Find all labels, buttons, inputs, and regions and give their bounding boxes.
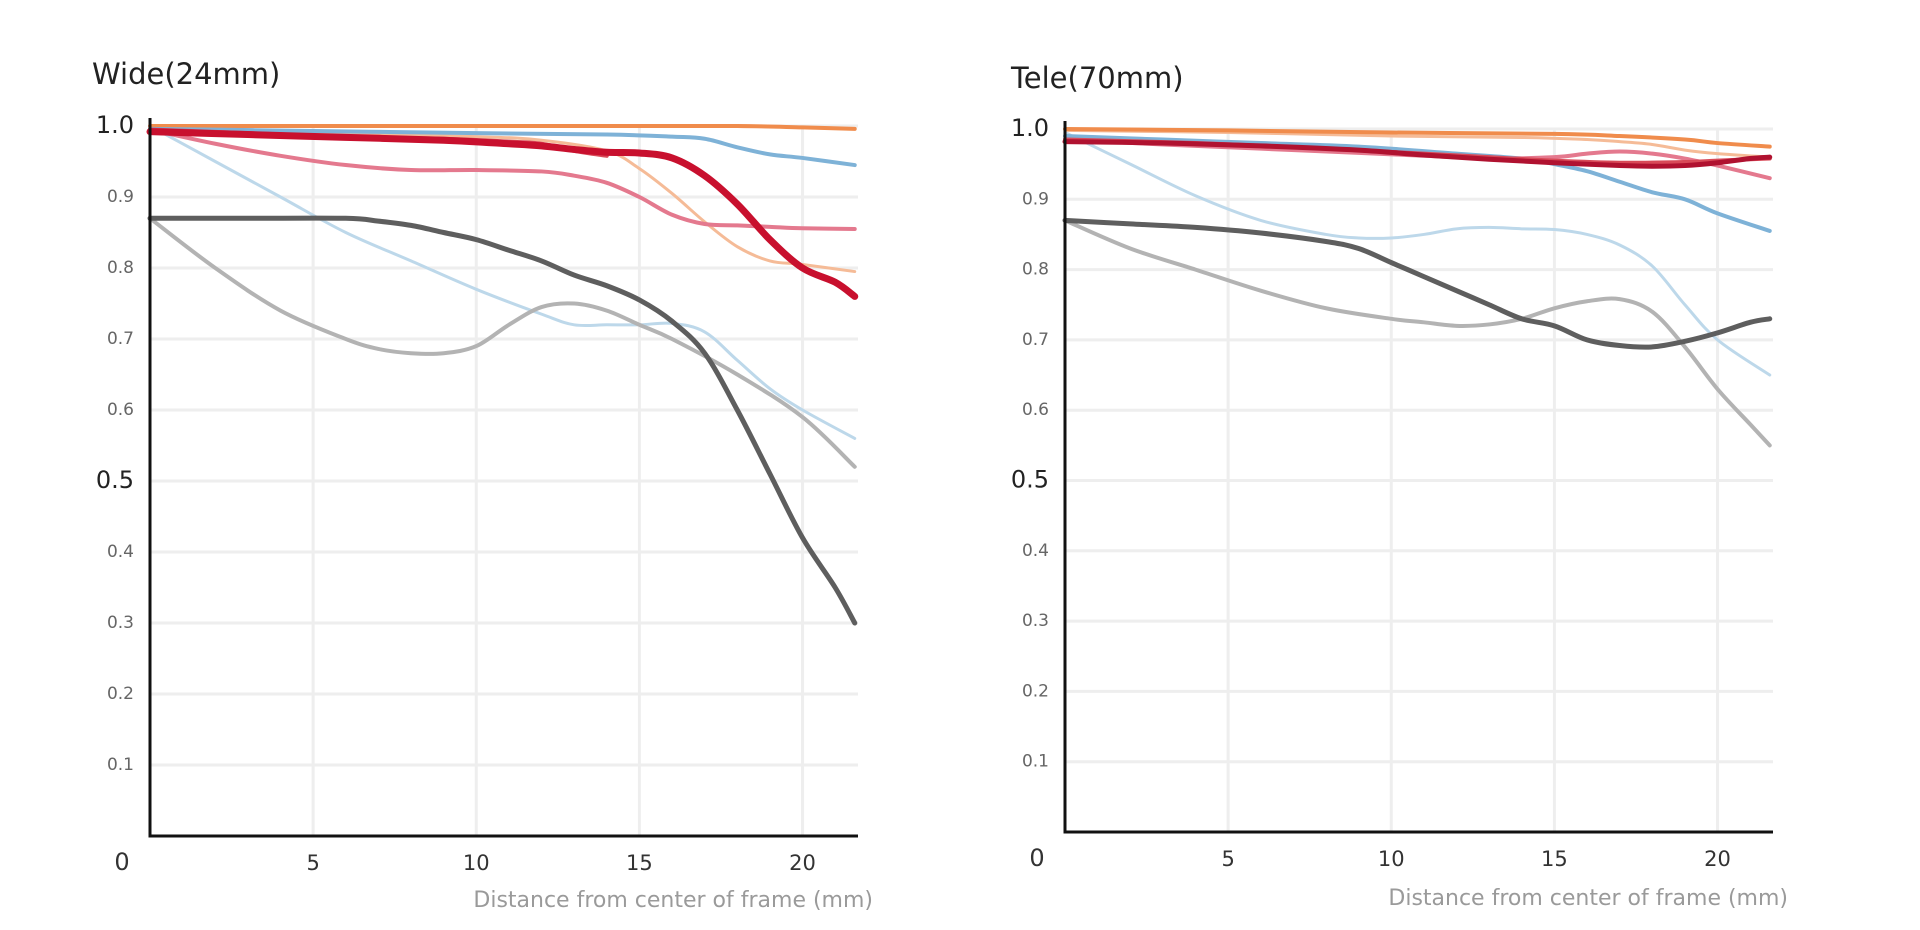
- tele-x-tick-label: 10: [1378, 847, 1405, 871]
- wide-x-tick-label: 15: [626, 851, 653, 875]
- wide-chart-title: Wide(24mm): [92, 57, 280, 91]
- wide-x-tick-label: 10: [463, 851, 490, 875]
- tele-y-tick-label: 0.5: [1011, 466, 1049, 494]
- tele-y-tick-label: 0.3: [1022, 611, 1049, 631]
- tele-chart-title: Tele(70mm): [1010, 61, 1184, 95]
- wide-series-line-7: [148, 127, 857, 231]
- tele-gridlines: [1065, 127, 1773, 832]
- wide-series-line-9: [146, 128, 859, 300]
- chart-tele: Tele(70mm) 1.0 0.9 0.8 0.7 0.6 0.5 0.4 0.3 0.2 0.1…: [920, 0, 1880, 930]
- wide-y-tick-label: 0.7: [107, 329, 134, 349]
- tele-x-axis-label: Distance from center of frame (mm): [1388, 886, 1788, 911]
- tele-y-tick-label: 0.7: [1022, 330, 1049, 350]
- chart-wide-svg: Wide(24mm) 1.0 0.9 0.8 0.7 0.6 0.5 0.4 0.3 0.2 0.1…: [92, 57, 873, 913]
- wide-y-tick-label: 0.9: [107, 187, 134, 207]
- wide-series-line-5: [148, 123, 857, 131]
- tele-y-tick-label: 0.9: [1022, 189, 1049, 209]
- wide-x-tick-label: 0: [114, 848, 129, 876]
- wide-y-tick-label: 0.3: [107, 613, 134, 633]
- wide-series-line-2: [148, 216, 857, 469]
- tele-y-tick-label: 0.6: [1022, 400, 1049, 420]
- wide-y-tick-label: 1.0: [96, 111, 134, 139]
- wide-axes: [148, 118, 858, 838]
- chart-wide: Wide(24mm) 1.0 0.9 0.8 0.7 0.6 0.5 0.4 0.3 0.2 0.1…: [92, 57, 873, 913]
- wide-series-line-4: [148, 128, 857, 274]
- tele-y-tick-label: 0.8: [1022, 260, 1049, 280]
- tele-series-line-9: [1062, 139, 1773, 169]
- wide-x-tick-label: 20: [789, 851, 816, 875]
- chart-tele-svg: Tele(70mm) 1.0 0.9 0.8 0.7 0.6 0.5 0.4 0.3 0.2 0.1…: [1010, 61, 1788, 911]
- wide-y-tick-label: 0.5: [96, 466, 134, 494]
- tele-series-line-5: [1063, 127, 1772, 149]
- tele-axes: [1063, 121, 1773, 834]
- wide-series-line-1: [148, 124, 857, 440]
- tele-x-tick-label: 15: [1541, 847, 1568, 871]
- wide-gridlines: [150, 124, 858, 836]
- tele-x-tick-label: 20: [1704, 847, 1731, 871]
- tele-y-tick-label: 1.0: [1011, 114, 1049, 142]
- wide-x-tick-label: 5: [306, 851, 319, 875]
- wide-y-tick-label: 0.8: [107, 258, 134, 278]
- tele-series-line-1: [1063, 131, 1772, 377]
- tele-y-tick-label: 0.4: [1022, 541, 1049, 561]
- tele-series-line-2: [1063, 218, 1772, 448]
- wide-y-tick-label: 0.6: [107, 400, 134, 420]
- wide-y-tick-label: 0.2: [107, 684, 134, 704]
- tele-series-group: [1062, 127, 1773, 448]
- wide-y-tick-label: 0.4: [107, 542, 134, 562]
- wide-x-axis-label: Distance from center of frame (mm): [473, 888, 873, 913]
- wide-series-line-3: [147, 215, 858, 626]
- tele-series-line-4: [1063, 128, 1772, 159]
- tele-series-line-3: [1062, 217, 1773, 350]
- tele-y-tick-label: 0.2: [1022, 681, 1049, 701]
- wide-series-group: [146, 123, 859, 626]
- tele-y-tick-label: 0.1: [1022, 752, 1049, 772]
- tele-x-tick-label: 0: [1029, 844, 1044, 872]
- tele-x-tick-label: 5: [1221, 847, 1234, 871]
- wide-y-tick-label: 0.1: [107, 755, 134, 775]
- wide-series-line-6: [148, 126, 857, 168]
